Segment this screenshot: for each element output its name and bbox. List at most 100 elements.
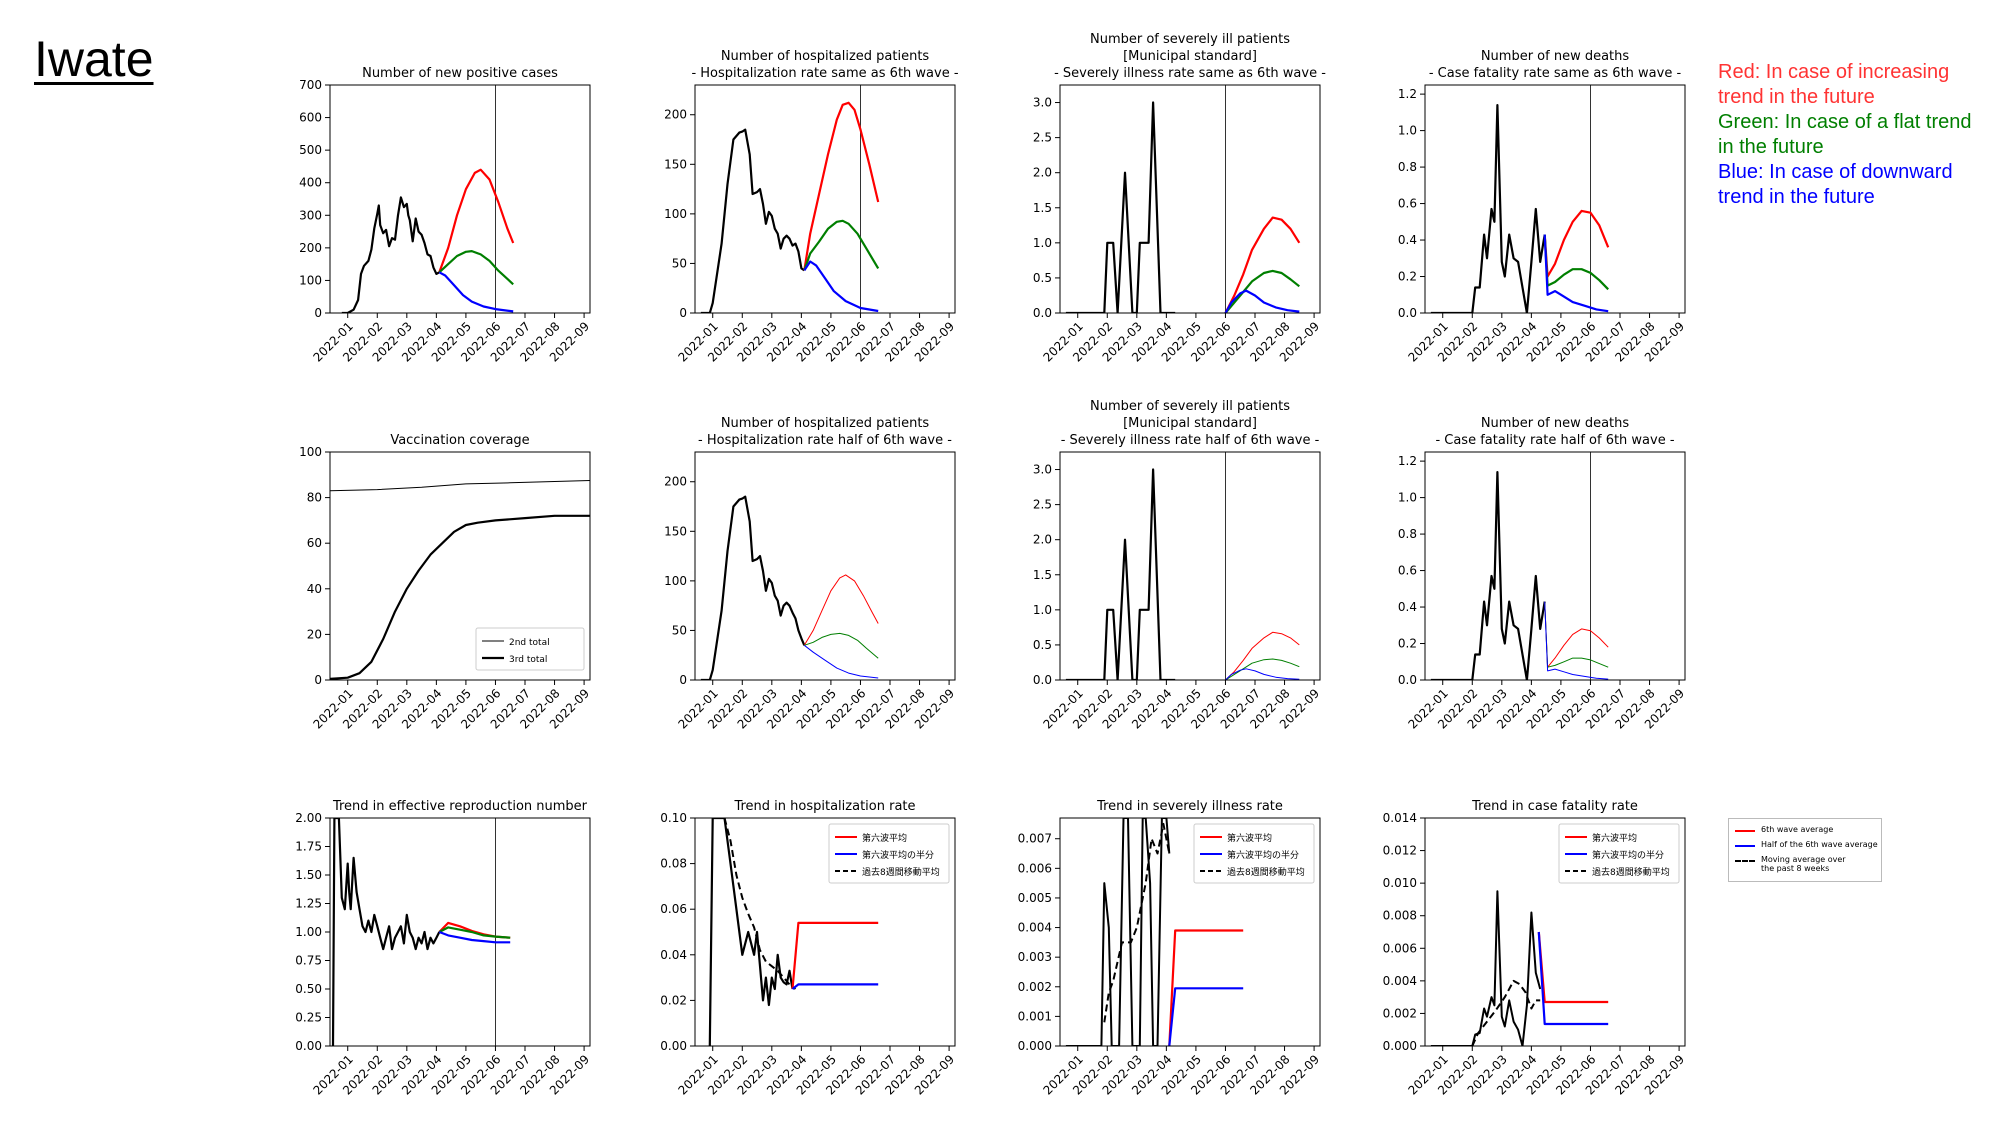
chart-title-c8-1: - Case fatality rate half of 6th wave -: [1435, 433, 1674, 448]
chart-title-c10-0: Trend in hospitalization rate: [733, 799, 915, 814]
y-tick-label: 0.06: [660, 902, 687, 916]
y-tick-label: 0.0: [1398, 673, 1417, 687]
series-line-black: [1103, 822, 1171, 1023]
chart-c6: Number of hospitalized patients - Hospita…: [664, 416, 957, 732]
y-tick-label: 0.0: [1033, 673, 1052, 687]
y-tick-label: 0.000: [1383, 1039, 1417, 1053]
y-tick-label: 300: [299, 208, 322, 222]
series-line-black: [1065, 101, 1176, 313]
y-tick-label: 0.8: [1398, 527, 1417, 541]
series-line-black: [1430, 471, 1546, 680]
y-tick-label: 0.2: [1398, 637, 1417, 651]
legend-green: Green: In case of a flat trend in the fu…: [1718, 111, 1972, 158]
rate-legend-item-1: 6th wave average: [1761, 825, 1834, 834]
y-tick-label: 0.50: [295, 982, 322, 996]
series-line-red: [1537, 931, 1609, 1004]
y-tick-label: 40: [307, 582, 322, 596]
y-tick-label: 1.00: [295, 925, 322, 939]
series-line-red: [1224, 216, 1301, 313]
chart-legend-label: 3rd total: [509, 655, 547, 665]
chart-title-c2-1: - Hospitalization rate same as 6th wave …: [691, 66, 958, 81]
y-tick-label: 2.0: [1033, 166, 1052, 180]
rate-legend-item-3b: the past 8 weeks: [1761, 864, 1830, 873]
y-tick-label: 0.4: [1398, 233, 1417, 247]
y-tick-label: 150: [664, 524, 687, 538]
y-tick-label: 0.008: [1383, 909, 1417, 923]
plot-frame: [1059, 84, 1321, 314]
y-tick-label: 0.75: [295, 954, 322, 968]
y-tick-label: 0.012: [1383, 844, 1417, 858]
y-tick-label: 1.2: [1398, 454, 1417, 468]
y-tick-label: 1.0: [1398, 124, 1417, 138]
y-tick-label: 100: [299, 445, 322, 459]
y-tick-label: 0.002: [1018, 980, 1052, 994]
chart-legend: [475, 627, 585, 671]
chart-title-c3-0: Number of severely ill patients: [1090, 32, 1290, 47]
chart-c10: Trend in hospitalization rate 0.00 0.02 0.0…: [660, 799, 957, 1098]
y-tick-label: 0.001: [1018, 1009, 1052, 1023]
y-tick-label: 100: [664, 207, 687, 221]
series-line-black: [700, 495, 806, 680]
y-tick-label: 1.0: [1033, 603, 1052, 617]
chart-legend-label: 過去8週間移動平均: [1592, 866, 1670, 878]
y-tick-label: 0.6: [1398, 197, 1417, 211]
y-tick-label: 0.010: [1383, 876, 1417, 890]
chart-title-c6-0: Number of hospitalized patients: [721, 416, 930, 431]
chart-c11: Trend in severely illness rate 0.000 0.001…: [1018, 799, 1323, 1098]
series-line-blue: [1537, 931, 1609, 1026]
y-tick-label: 100: [299, 273, 322, 287]
rate-legend: 6th wave average Half of the 6th wave av…: [1728, 818, 1882, 882]
y-tick-label: 20: [307, 627, 322, 641]
chart-title-c7-0: Number of severely ill patients: [1090, 399, 1290, 414]
series-line-green: [438, 250, 514, 286]
y-tick-label: 0: [314, 306, 322, 320]
rate-legend-item-2: Half of the 6th wave average: [1761, 840, 1878, 849]
y-tick-label: 0.002: [1383, 1006, 1417, 1020]
y-tick-label: 1.0: [1398, 491, 1417, 505]
chart-title-c3-1: [Municipal standard]: [1123, 49, 1257, 64]
y-tick-label: 1.0: [1033, 236, 1052, 250]
series-line-blue: [1168, 987, 1244, 1046]
chart-c7: Number of severely ill patients [Municipa…: [1033, 399, 1322, 732]
series-line-red: [791, 921, 879, 990]
chart-title-c5-0: Vaccination coverage: [390, 433, 529, 448]
y-tick-label: 0.04: [660, 948, 687, 962]
chart-title-c9-0: Trend in effective reproduction number: [332, 799, 588, 814]
y-tick-label: 0.08: [660, 857, 687, 871]
series-line-red: [1544, 601, 1609, 668]
chart-c3: Number of severely ill patients [Municipa…: [1033, 32, 1326, 365]
y-tick-label: 0.004: [1018, 921, 1052, 935]
series-line-red: [1543, 209, 1610, 278]
plot-frame: [1424, 817, 1686, 1047]
y-tick-label: 1.2: [1398, 87, 1417, 101]
y-tick-label: 60: [307, 536, 322, 550]
chart-title-c12-0: Trend in case fatality rate: [1471, 799, 1638, 814]
chart-legend: [828, 823, 950, 884]
plot-frame: [1424, 84, 1686, 314]
y-tick-label: 1.75: [295, 840, 322, 854]
y-tick-label: 0: [679, 306, 687, 320]
plot-frame: [1059, 451, 1321, 681]
chart-title-c4-1: - Case fatality rate same as 6th wave -: [1429, 66, 1682, 81]
y-tick-label: 0.5: [1033, 638, 1052, 652]
chart-legend: [1193, 823, 1315, 884]
chart-c1: Number of new positive cases 0 100 200 300 40…: [299, 66, 592, 365]
series-line-green: [1543, 234, 1609, 291]
y-tick-label: 0.6: [1398, 564, 1417, 578]
chart-c8: Number of new deaths - Case fatality rate…: [1398, 416, 1687, 732]
y-tick-label: 0.005: [1018, 891, 1052, 905]
y-tick-label: 100: [664, 574, 687, 588]
series-line-black: [1065, 468, 1176, 680]
chart-legend-label: 2nd total: [509, 638, 550, 648]
y-tick-label: 2.0: [1033, 533, 1052, 547]
y-tick-label: 0.003: [1018, 950, 1052, 964]
y-tick-label: 0.8: [1398, 160, 1417, 174]
series-line-blue: [1544, 601, 1609, 680]
y-tick-label: 150: [664, 157, 687, 171]
series-line-black: [1430, 104, 1546, 313]
chart-c4: Number of new deaths - Case fatality rate…: [1398, 49, 1687, 365]
y-tick-label: 0: [679, 673, 687, 687]
y-tick-label: 200: [299, 241, 322, 255]
chart-title-c7-2: - Severely illness rate half of 6th wave…: [1061, 433, 1320, 448]
